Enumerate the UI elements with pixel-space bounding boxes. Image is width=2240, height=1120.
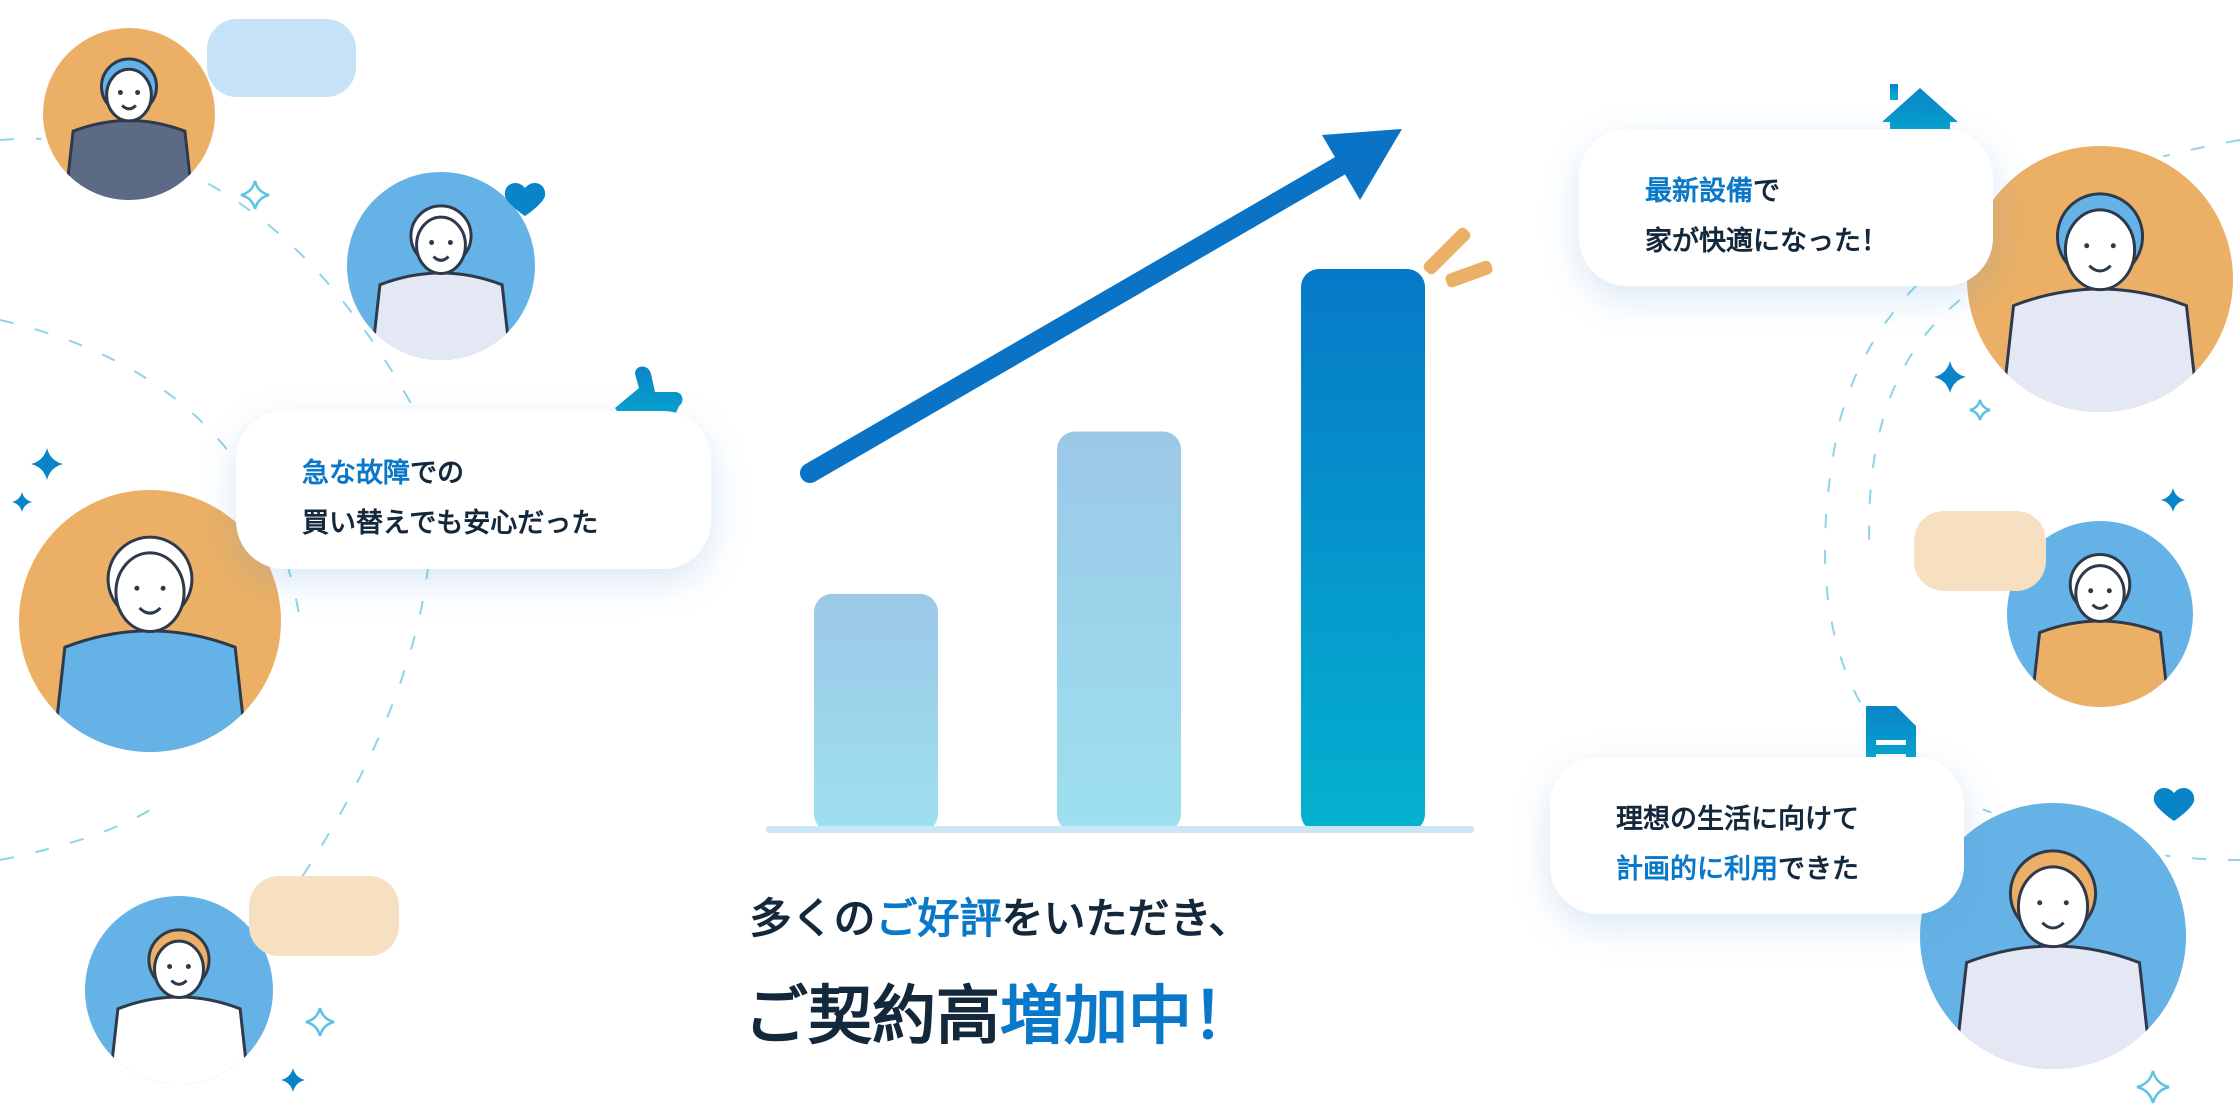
emphasis-marks — [1423, 227, 1493, 288]
sparkle-icon — [305, 1007, 335, 1037]
person-avatar — [1915, 798, 2191, 1074]
bar-chart — [814, 269, 1425, 832]
empty-speech-bubble — [1914, 511, 2046, 591]
heart-icon — [2153, 787, 2195, 821]
bar — [814, 593, 938, 832]
person-avatar — [14, 485, 286, 757]
testimonial-bubble-left: 急な故障での 買い替えでも安心だった — [236, 411, 711, 569]
highlight: 急な故障 — [302, 458, 410, 489]
text: 家が快適になった！ — [1645, 226, 1888, 257]
sparkle-icon — [1969, 399, 1991, 421]
bar — [1301, 269, 1425, 832]
person-avatar — [1962, 141, 2238, 417]
person-avatar — [38, 23, 220, 205]
testimonial-bubble-right-top: 最新設備で 家が快適になった！ — [1579, 129, 1993, 286]
heart-icon — [504, 182, 546, 216]
highlight: 計画的に利用 — [1616, 854, 1778, 885]
bar — [1057, 431, 1181, 832]
trend-arrow — [800, 129, 1402, 483]
person-avatar — [80, 891, 278, 1089]
headline-line1: 多くのご好評をいただき、 — [0, 885, 2120, 946]
text: をいただき、 — [1001, 894, 1251, 943]
sparkle-icon — [281, 1068, 305, 1092]
person-avatar — [342, 167, 540, 365]
text: ご契約高 — [744, 980, 1000, 1054]
text: で — [1753, 176, 1780, 207]
highlight: 増加中！ — [1000, 980, 1256, 1054]
sparkle-icon — [12, 492, 32, 512]
sparkle-icon — [240, 180, 270, 210]
empty-speech-bubble — [207, 19, 356, 97]
text: できた — [1778, 854, 1859, 885]
highlight: 最新設備 — [1645, 176, 1753, 207]
text: 理想の生活に向けて — [1616, 804, 1859, 835]
sparkle-icon — [2161, 488, 2185, 512]
testimonial-bubble-right-bottom: 理想の生活に向けて 計画的に利用できた — [1550, 757, 1964, 914]
sparkle-icon — [1934, 361, 1966, 393]
empty-speech-bubble — [249, 876, 399, 956]
highlight: ご好評 — [875, 894, 1002, 943]
headline-line2: ご契約高増加中！ — [0, 965, 2120, 1057]
sparkle-icon — [2136, 1070, 2170, 1104]
text: での — [410, 458, 464, 489]
text: 買い替えでも安心だった — [302, 508, 599, 539]
text: 多くの — [749, 894, 876, 943]
chart-baseline — [766, 826, 1474, 833]
sparkle-icon — [31, 448, 63, 480]
person-avatar — [2002, 516, 2198, 712]
